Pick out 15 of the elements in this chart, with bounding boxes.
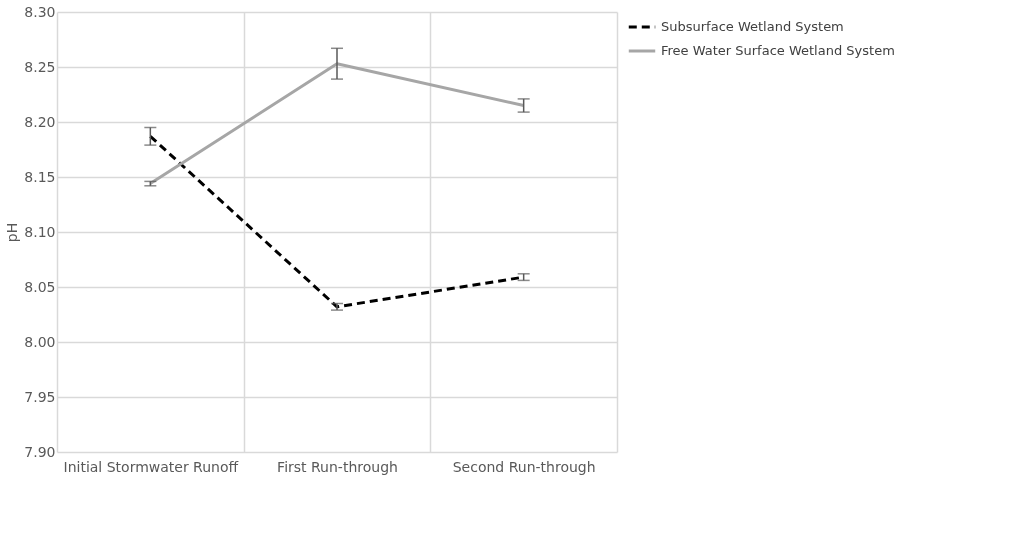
legend-label: Subsurface Wetland System [661, 19, 844, 34]
y-tick-label: 8.10 [24, 223, 56, 240]
y-axis-title: pH [4, 222, 21, 243]
y-tick-label: 8.20 [24, 113, 56, 130]
x-tick-label: Second Run-through [452, 458, 596, 475]
legend-label: Free Water Surface Wetland System [661, 43, 895, 58]
y-tick-label: 7.95 [24, 388, 56, 405]
y-tick-label: 8.05 [24, 278, 56, 295]
y-tick-label: 8.00 [24, 333, 56, 350]
y-tick-label: 7.90 [24, 443, 56, 460]
y-tick-label: 8.25 [24, 58, 56, 75]
y-tick-label: 8.15 [24, 168, 56, 185]
x-tick-label: Initial Stormwater Runoff [63, 458, 239, 475]
y-tick-label: 8.30 [24, 3, 56, 20]
x-tick-label: First Run-through [277, 458, 398, 475]
